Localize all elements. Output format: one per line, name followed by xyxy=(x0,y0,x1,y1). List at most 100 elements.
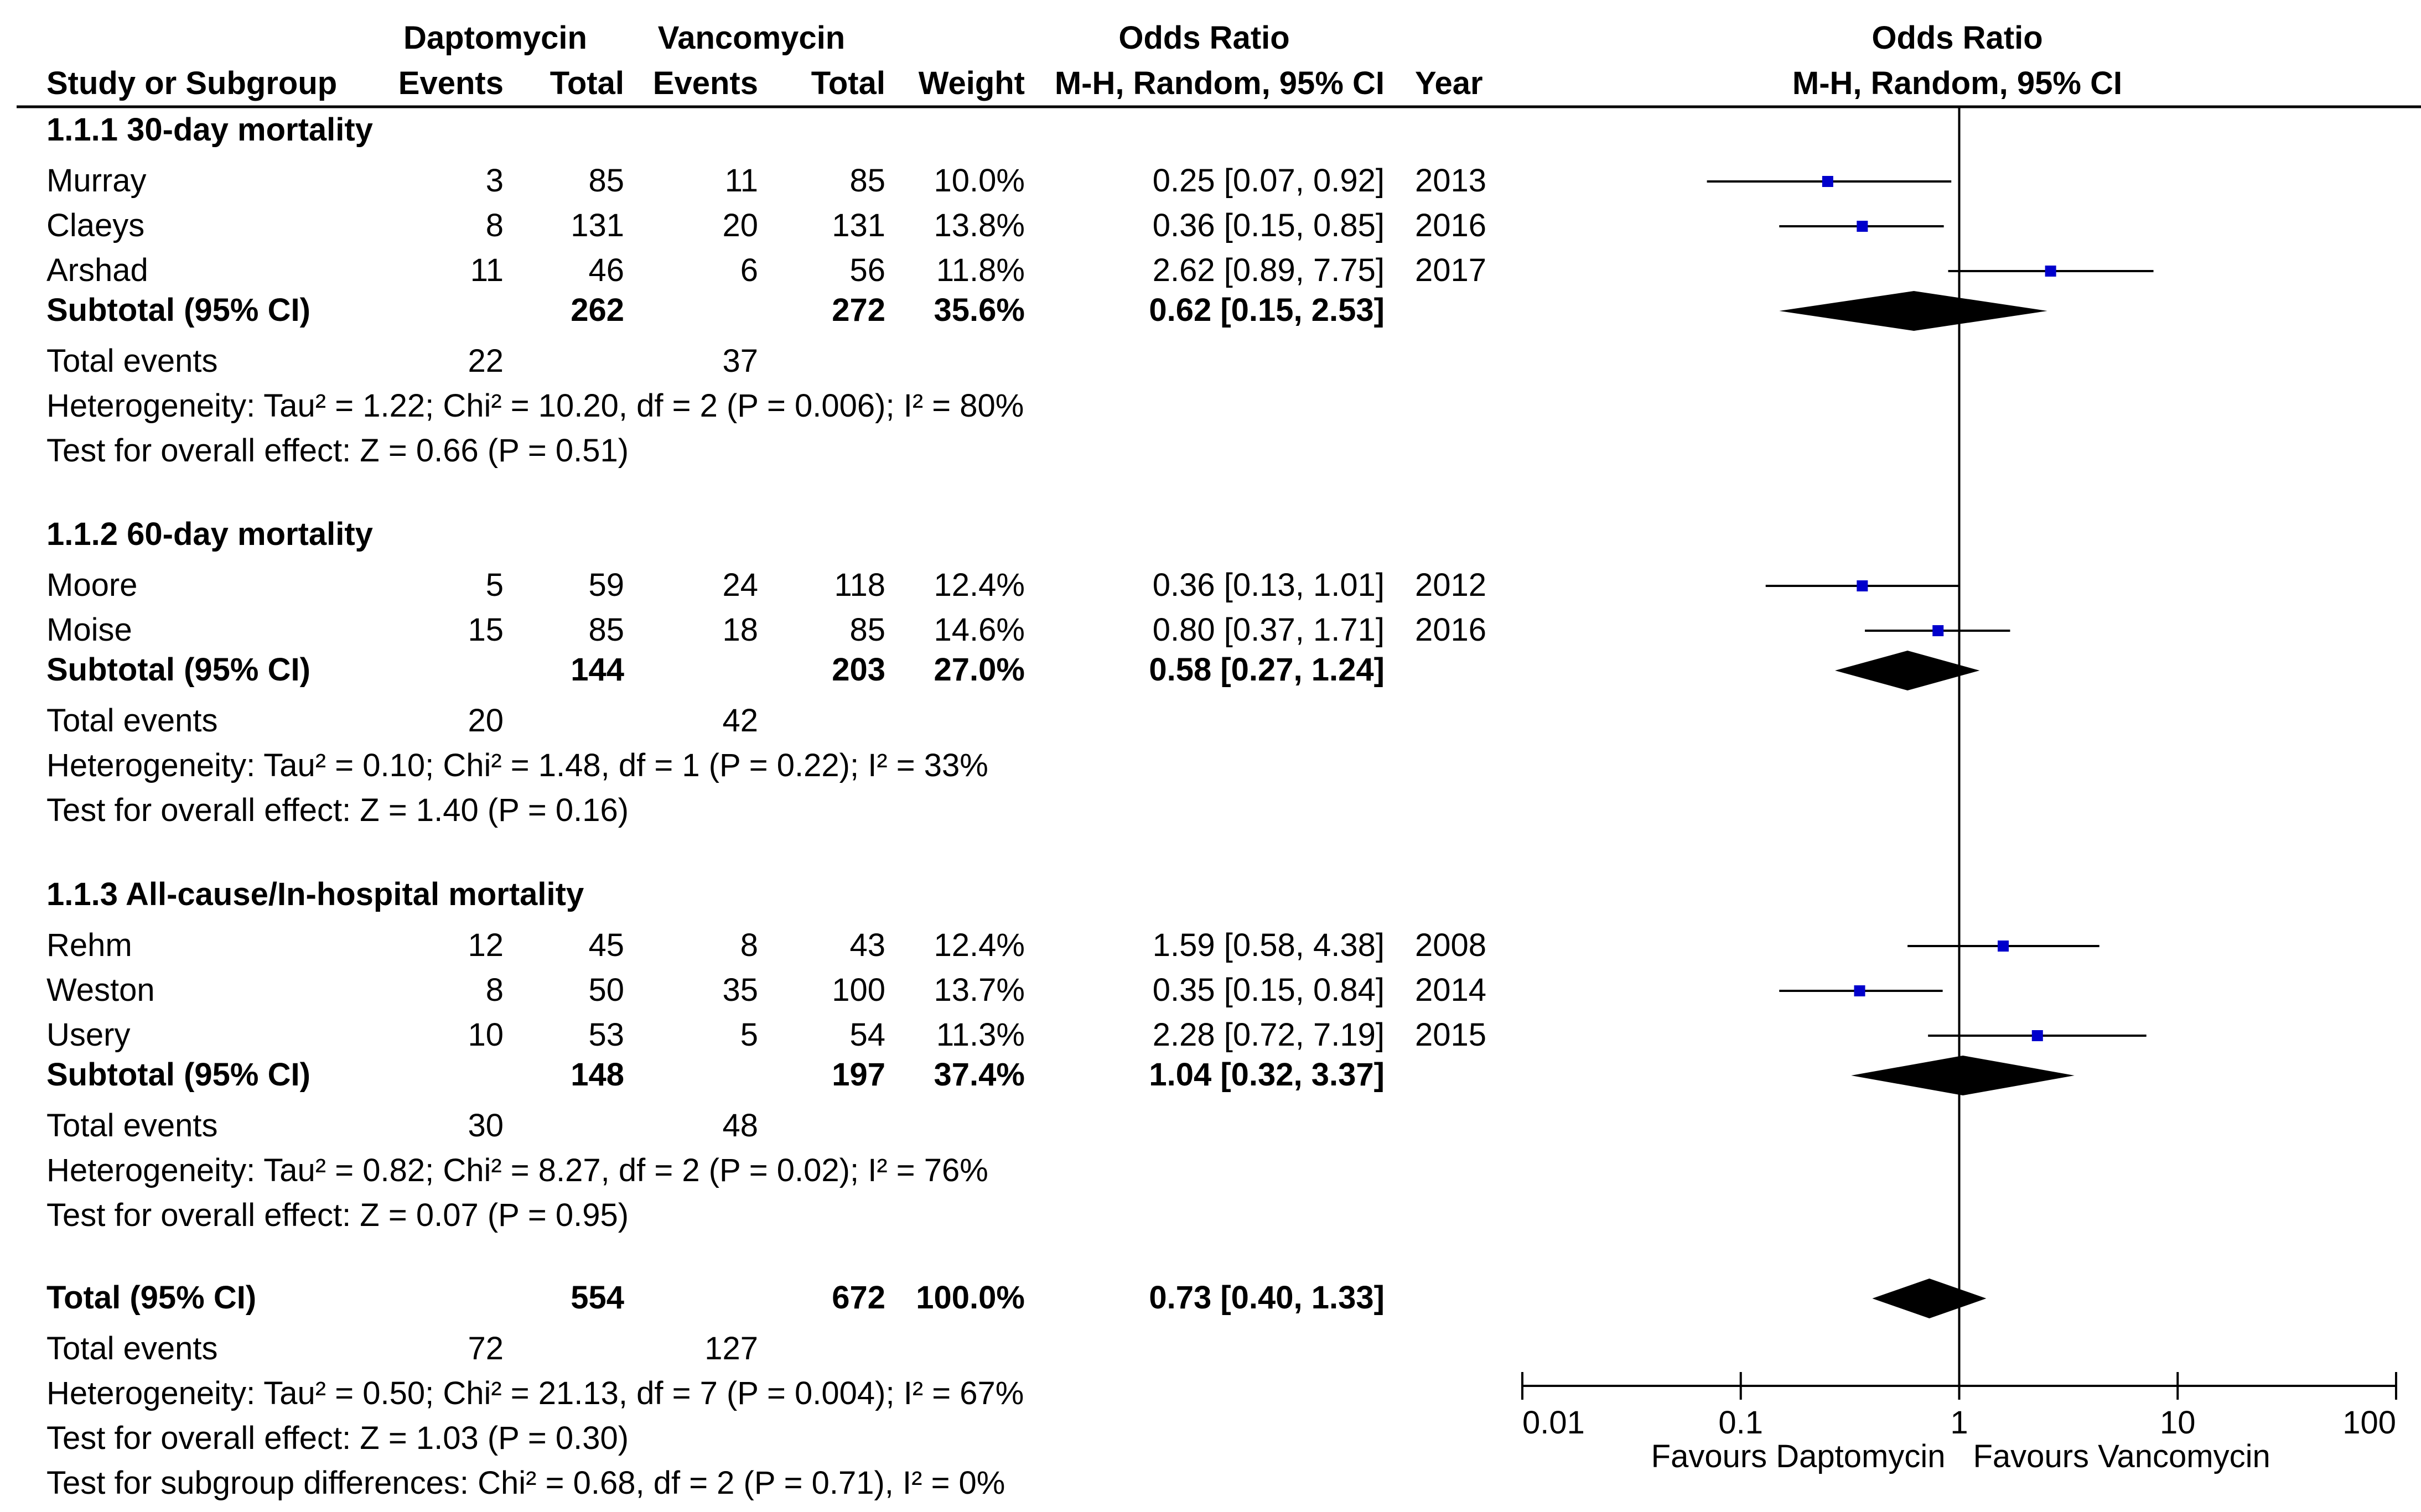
total-events-label: Total events xyxy=(46,1108,218,1144)
study-name: Claeys xyxy=(46,207,144,243)
study-total-1: 131 xyxy=(571,207,624,243)
total-events-1: 20 xyxy=(468,703,504,739)
subtotal-weight: 35.6% xyxy=(934,292,1025,328)
study-total-2: 56 xyxy=(849,252,885,288)
subtotal-label: Subtotal (95% CI) xyxy=(46,1057,310,1093)
subtotal-label: Subtotal (95% CI) xyxy=(46,292,310,328)
subtotal-total-2: 203 xyxy=(832,652,885,688)
total-total-1: 554 xyxy=(571,1280,624,1316)
favours-left-label: Favours Daptomycin xyxy=(1651,1438,1946,1474)
subtotal-weight: 37.4% xyxy=(934,1057,1025,1093)
header-total-1: Total xyxy=(550,65,624,101)
study-total-2: 131 xyxy=(832,207,885,243)
total-events-1: 30 xyxy=(468,1108,504,1144)
study-year: 2017 xyxy=(1415,252,1486,288)
subtotal-total-2: 272 xyxy=(832,292,885,328)
total-events-label: Total events xyxy=(46,343,218,379)
study-events-2: 6 xyxy=(740,252,758,288)
study-events-2: 11 xyxy=(725,163,758,199)
study-weight: 13.7% xyxy=(934,972,1025,1008)
favours-right-label: Favours Vancomycin xyxy=(1973,1438,2270,1474)
pooled-diamond-4 xyxy=(1872,1279,1987,1318)
study-events-2: 35 xyxy=(722,972,758,1008)
study-total-1: 59 xyxy=(588,567,624,603)
x-tick-label: 1 xyxy=(1950,1405,1968,1441)
study-events-1: 5 xyxy=(486,567,504,603)
study-total-1: 85 xyxy=(588,612,624,648)
study-ci: 0.36 [0.13, 1.01] xyxy=(1153,567,1385,603)
heterogeneity-text: Heterogeneity: Tau² = 0.10; Chi² = 1.48,… xyxy=(46,747,988,783)
study-weight: 13.8% xyxy=(934,207,1025,243)
subtotal-total-2: 197 xyxy=(832,1057,885,1093)
header-method: M-H, Random, 95% CI xyxy=(1055,65,1385,101)
pooled-diamond-2 xyxy=(1835,651,1980,690)
study-year: 2016 xyxy=(1415,612,1486,648)
overall-events-2: 127 xyxy=(704,1331,758,1366)
header-group2: Vancomycin xyxy=(658,20,845,56)
study-total-1: 46 xyxy=(588,252,624,288)
study-events-1: 8 xyxy=(486,972,504,1008)
pooled-diamond-3 xyxy=(1851,1056,2075,1095)
subtotal-total-1: 262 xyxy=(571,292,624,328)
header-total-2: Total xyxy=(811,65,885,101)
point-marker-moore xyxy=(1857,580,1868,591)
point-marker-rehm xyxy=(1998,941,2009,952)
study-year: 2016 xyxy=(1415,207,1486,243)
study-weight: 14.6% xyxy=(934,612,1025,648)
study-ci: 1.59 [0.58, 4.38] xyxy=(1153,927,1385,963)
study-events-2: 5 xyxy=(740,1017,758,1053)
total-events-label: Total events xyxy=(46,703,218,739)
point-marker-arshad xyxy=(2045,266,2056,277)
study-weight: 11.3% xyxy=(936,1017,1025,1053)
subtotal-total-1: 144 xyxy=(571,652,624,688)
header-weight: Weight xyxy=(919,65,1025,101)
header-plot-method: M-H, Random, 95% CI xyxy=(1792,65,2122,101)
total-weight: 100.0% xyxy=(916,1280,1025,1316)
total-label: Total (95% CI) xyxy=(46,1280,256,1316)
total-events-2: 42 xyxy=(722,703,758,739)
x-tick-label: 0.01 xyxy=(1522,1405,1585,1441)
study-name: Moore xyxy=(46,567,137,603)
study-ci: 0.35 [0.15, 0.84] xyxy=(1153,972,1385,1008)
study-total-2: 85 xyxy=(849,612,885,648)
study-name: Murray xyxy=(46,163,146,199)
subtotal-total-1: 148 xyxy=(571,1057,624,1093)
study-total-2: 85 xyxy=(849,163,885,199)
study-year: 2013 xyxy=(1415,163,1486,199)
study-year: 2014 xyxy=(1415,972,1486,1008)
study-events-1: 11 xyxy=(470,252,504,288)
study-total-1: 85 xyxy=(588,163,624,199)
subtotal-label: Subtotal (95% CI) xyxy=(46,652,310,688)
heterogeneity-text: Heterogeneity: Tau² = 0.82; Chi² = 8.27,… xyxy=(46,1152,988,1188)
study-weight: 10.0% xyxy=(934,163,1025,199)
header-events-1: Events xyxy=(398,65,504,101)
study-total-2: 100 xyxy=(832,972,885,1008)
study-events-1: 12 xyxy=(468,927,504,963)
header-group1: Daptomycin xyxy=(403,20,587,56)
study-ci: 0.25 [0.07, 0.92] xyxy=(1153,163,1385,199)
overall-events-1: 72 xyxy=(468,1331,504,1366)
study-year: 2015 xyxy=(1415,1017,1486,1053)
total-total-2: 672 xyxy=(832,1280,885,1316)
study-events-2: 24 xyxy=(722,567,758,603)
overall-effect-text: Test for overall effect: Z = 0.07 (P = 0… xyxy=(46,1197,629,1233)
overall-effect-text: Test for overall effect: Z = 0.66 (P = 0… xyxy=(46,433,629,469)
study-name: Moise xyxy=(46,612,132,648)
study-year: 2012 xyxy=(1415,567,1486,603)
study-name: Rehm xyxy=(46,927,132,963)
heterogeneity-text: Heterogeneity: Tau² = 1.22; Chi² = 10.20… xyxy=(46,388,1024,424)
subtotal-weight: 27.0% xyxy=(934,652,1025,688)
x-tick-label: 10 xyxy=(2160,1405,2196,1441)
study-total-2: 118 xyxy=(834,567,885,603)
total-ci: 0.73 [0.40, 1.33] xyxy=(1149,1280,1385,1316)
overall-heterogeneity: Heterogeneity: Tau² = 0.50; Chi² = 21.13… xyxy=(46,1375,1024,1411)
overall-effect: Test for overall effect: Z = 1.03 (P = 0… xyxy=(46,1420,629,1456)
study-events-1: 8 xyxy=(486,207,504,243)
study-events-1: 15 xyxy=(468,612,504,648)
subgroup-differences: Test for subgroup differences: Chi² = 0.… xyxy=(46,1465,1005,1501)
point-marker-weston xyxy=(1854,985,1865,996)
overall-effect-text: Test for overall effect: Z = 1.40 (P = 0… xyxy=(46,792,629,828)
study-total-2: 54 xyxy=(849,1017,885,1053)
subgroup-title: 1.1.2 60-day mortality xyxy=(46,516,373,552)
